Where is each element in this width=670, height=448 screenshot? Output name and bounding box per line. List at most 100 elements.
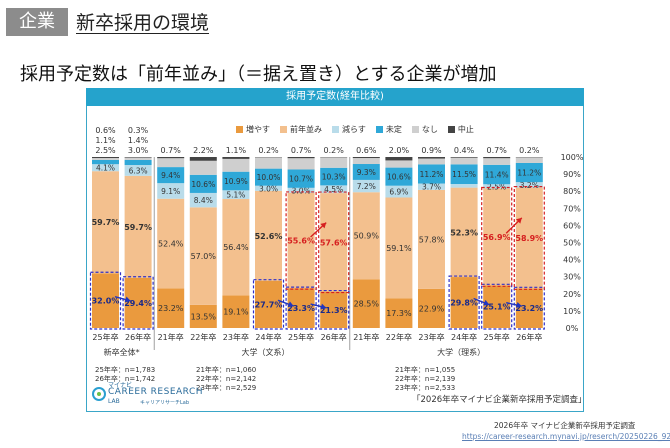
y-tick-label: 50% xyxy=(563,239,581,248)
data-label: 59.7% xyxy=(124,223,152,232)
data-label: 11.2% xyxy=(420,170,444,179)
legend-item-none: なし xyxy=(411,124,438,135)
bar-segment-none xyxy=(385,160,413,168)
legend-swatch xyxy=(447,126,455,133)
y-tick-label: 40% xyxy=(563,256,581,265)
y-tick-label: 60% xyxy=(563,221,581,230)
bar-segment-stop xyxy=(124,157,152,158)
y-tick-label: 30% xyxy=(563,273,581,282)
data-label: 25.1% xyxy=(483,303,511,312)
data-label: 23.2% xyxy=(515,304,543,313)
data-label: 52.6% xyxy=(255,232,283,241)
x-tick-label: 24年卒 xyxy=(255,332,281,342)
top-data-label: 0.7% xyxy=(487,146,508,155)
data-label: 6.3% xyxy=(129,166,148,175)
data-label: 56.9% xyxy=(483,233,511,242)
top-data-label: 0.7% xyxy=(161,146,182,155)
bar-segment-increase xyxy=(418,288,445,328)
bar-segment-increase xyxy=(352,279,380,328)
bar-segment-undecided xyxy=(450,164,478,185)
bar-segment-stop xyxy=(287,157,315,159)
data-label: 10.3% xyxy=(322,173,346,182)
x-tick-label: 25年卒 xyxy=(484,332,510,342)
x-tick-label: 22年卒 xyxy=(386,332,412,342)
data-label: 59.1% xyxy=(386,244,412,253)
bar-segment-decrease xyxy=(450,184,478,188)
top-data-label: 2.0% xyxy=(389,146,410,155)
data-label: 4.1% xyxy=(96,164,115,173)
bar-segment-undecided xyxy=(189,174,217,193)
legend-swatch xyxy=(332,126,339,133)
sample-size-note: 22年卒：n=2,139 xyxy=(395,374,455,383)
legend-swatch xyxy=(375,126,383,133)
bar-segment-none xyxy=(515,157,543,163)
bar-segment-undecided xyxy=(287,169,315,188)
bar-segment-increase xyxy=(189,304,217,328)
bar-segment-undecided xyxy=(157,167,185,184)
x-tick-label: 25年卒 xyxy=(92,332,118,342)
top-data-label: 1.1% xyxy=(226,146,247,155)
bar-segment-increase xyxy=(124,277,152,328)
y-tick-label: 10% xyxy=(563,307,581,316)
bar-segment-decrease xyxy=(124,165,152,176)
data-label: 10.9% xyxy=(224,177,248,186)
x-tick-label: 22年卒 xyxy=(190,332,216,342)
bar-segment-stop xyxy=(222,157,250,159)
bar-segment-same xyxy=(385,197,413,299)
data-label: 29.8% xyxy=(450,299,478,308)
highlight-box-same xyxy=(318,191,350,294)
trend-arrow-head xyxy=(515,217,522,224)
bar-segment-same xyxy=(450,187,478,278)
group-label: 新卒全体* xyxy=(104,347,140,357)
top-data-label: 1.1% xyxy=(95,136,116,145)
source-url-link[interactable]: https://career-research.mynavi.jp/reserc… xyxy=(462,432,670,441)
legend-item-same: 前年並み xyxy=(280,124,322,135)
bar-segment-increase xyxy=(320,291,348,328)
sample-size-note: 23年卒：n=2,533 xyxy=(395,383,455,392)
chart-title: 採用予定数(経年比較) xyxy=(86,88,584,106)
bar-segment-none xyxy=(320,157,348,168)
data-label: 58.9% xyxy=(515,234,543,243)
top-data-label: 0.7% xyxy=(291,146,312,155)
data-label: 8.4% xyxy=(194,196,213,205)
data-label: 3.0% xyxy=(259,184,278,193)
y-tick-label: 100% xyxy=(561,153,584,162)
data-label: 27.7% xyxy=(255,300,283,309)
data-label: 57.8% xyxy=(419,235,445,244)
sample-size-note: 21年卒：n=1,055 xyxy=(395,365,455,374)
bar-segment-undecided xyxy=(222,171,250,191)
bar-segment-increase xyxy=(92,273,119,328)
bar-segment-none xyxy=(157,158,185,168)
bar-segment-none xyxy=(222,158,250,172)
data-label: 52.3% xyxy=(450,228,478,237)
data-label: 57.6% xyxy=(320,238,348,247)
data-label: 32.0% xyxy=(92,297,120,306)
bar-segment-undecided xyxy=(483,164,511,185)
data-label: 17.3% xyxy=(386,309,412,318)
data-label: 7.2% xyxy=(357,182,376,191)
bar-segment-decrease xyxy=(385,185,413,198)
bar-segment-same xyxy=(320,193,348,292)
data-label: 22.9% xyxy=(419,304,445,313)
bar-segment-none xyxy=(287,158,315,170)
logo-lab-jp: キャリアリサーチLab xyxy=(140,400,190,406)
x-tick-label: 23年卒 xyxy=(223,332,249,342)
sample-size-note: 21年卒：n=1,060 xyxy=(196,365,256,374)
legend-item-undecided: 未定 xyxy=(375,124,402,135)
highlight-box-increase xyxy=(481,283,513,330)
sample-size-note: 26年卒：n=1,742 xyxy=(95,374,155,383)
bar-segment-increase xyxy=(157,288,185,328)
sample-size-note: 23年卒：n=2,529 xyxy=(196,383,256,392)
top-data-label: 0.6% xyxy=(356,146,377,155)
bar-segment-same xyxy=(255,190,282,281)
logo-brand: マイナビ xyxy=(108,382,132,389)
top-data-label: 2.5% xyxy=(95,146,116,155)
bar-segment-stop xyxy=(450,157,478,158)
data-label: 23.2% xyxy=(158,304,184,313)
highlight-box-same xyxy=(285,191,317,290)
chart-legend: 増やす 前年並み 減らす 未定 なし 中止 xyxy=(236,124,474,135)
trend-arrow-head xyxy=(320,303,327,310)
bar-segment-none xyxy=(352,158,380,165)
bar-segment-decrease xyxy=(189,192,217,208)
bar-segment-undecided xyxy=(352,164,380,180)
